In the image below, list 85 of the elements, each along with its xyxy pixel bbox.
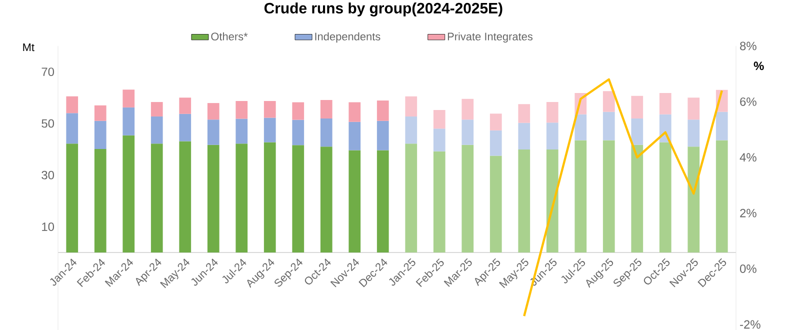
bar <box>546 122 558 150</box>
bar <box>574 114 587 140</box>
bar <box>207 144 220 253</box>
y-tick-label: 30 <box>42 170 54 180</box>
bar <box>659 142 672 253</box>
bar <box>264 142 276 253</box>
bar <box>405 116 418 144</box>
bar <box>433 110 446 129</box>
y-tick-label: 50 <box>42 119 54 128</box>
bar <box>122 135 135 253</box>
bar <box>66 96 78 114</box>
bar <box>631 96 644 119</box>
bar <box>66 113 78 144</box>
bar <box>264 100 276 118</box>
bar <box>574 140 587 253</box>
bar <box>546 102 558 123</box>
bar <box>236 100 248 119</box>
bar <box>405 96 418 116</box>
bar <box>179 98 192 114</box>
bar <box>602 112 615 140</box>
y2-tick-label: 8% <box>740 42 756 50</box>
bar <box>490 114 502 130</box>
bar <box>122 107 135 136</box>
bar <box>292 120 304 146</box>
bar <box>462 98 474 120</box>
bar <box>433 151 446 253</box>
bar <box>405 144 418 253</box>
bar <box>94 105 106 121</box>
bar <box>602 140 615 253</box>
y2-tick-label: 4% <box>740 153 756 162</box>
bar <box>376 150 389 253</box>
y2-axis-title: % <box>754 62 764 70</box>
bar <box>462 144 474 253</box>
bar <box>150 116 163 144</box>
y-axis-title: Mt <box>23 44 34 52</box>
y2-tick-label: 0% <box>740 264 756 273</box>
legend-label: Others* <box>211 32 248 40</box>
bar <box>292 145 304 253</box>
bar <box>348 122 361 150</box>
bar <box>631 118 644 145</box>
legend-label: Private Integrates <box>448 32 533 43</box>
bar <box>236 144 248 253</box>
bar <box>376 120 389 150</box>
bar <box>688 98 700 120</box>
bar <box>348 102 361 122</box>
bar <box>320 100 332 119</box>
bar <box>716 140 728 253</box>
bar <box>490 156 502 253</box>
bar <box>207 120 220 145</box>
bar <box>348 150 361 253</box>
bar <box>716 112 728 140</box>
y2-tick-label: -2% <box>740 320 760 329</box>
bar <box>688 120 700 147</box>
bar <box>94 120 106 150</box>
bar <box>292 102 304 120</box>
bar <box>179 141 192 253</box>
y-tick-label: 70 <box>42 68 54 76</box>
chart-title: Crude runs by group(2024-2025E) <box>264 2 502 16</box>
bar <box>207 103 220 120</box>
bar <box>66 144 78 253</box>
bar <box>264 118 276 142</box>
y2-tick-label: 6% <box>740 97 756 106</box>
bar <box>179 114 192 142</box>
bar <box>546 150 558 253</box>
bar <box>688 146 700 253</box>
bar <box>433 128 446 152</box>
bar <box>518 150 530 253</box>
bar <box>518 104 530 123</box>
legend-label: Independents <box>315 32 380 43</box>
bar <box>602 91 615 112</box>
bar <box>236 118 248 144</box>
bar <box>659 92 672 114</box>
bar <box>320 118 332 147</box>
y-tick-label: 10 <box>42 222 54 231</box>
y2-tick-label: 2% <box>740 208 756 218</box>
bar <box>122 90 135 108</box>
bar <box>462 120 474 145</box>
bar <box>320 146 332 253</box>
bar <box>631 144 644 253</box>
bar <box>490 130 502 156</box>
bar <box>518 122 530 150</box>
bar <box>150 144 163 253</box>
bar <box>94 149 106 253</box>
bar <box>376 100 389 121</box>
bar <box>150 102 163 116</box>
